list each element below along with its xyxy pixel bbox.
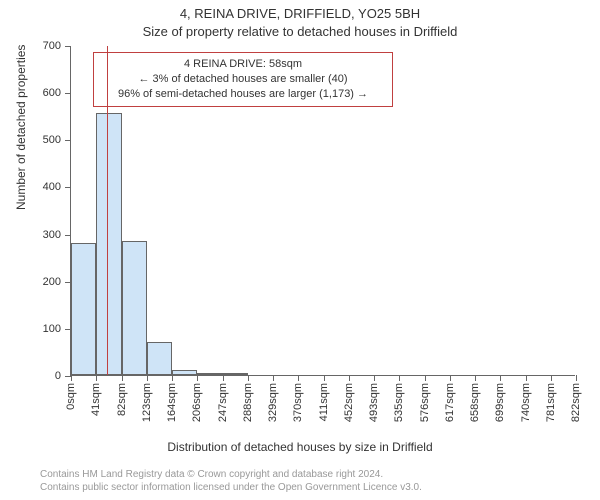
x-tick-label: 411sqm <box>318 383 330 421</box>
x-tick-label: 370sqm <box>292 383 304 422</box>
x-tick-label: 247sqm <box>217 383 229 422</box>
y-axis-label: Number of detached properties <box>14 45 28 210</box>
histogram-bar <box>71 243 96 375</box>
x-tick <box>197 375 198 381</box>
histogram-bar <box>223 373 248 375</box>
y-tick <box>65 187 71 188</box>
x-axis-label: Distribution of detached houses by size … <box>0 440 600 454</box>
x-tick-label: 740sqm <box>520 383 532 422</box>
y-tick-label: 600 <box>43 87 61 99</box>
y-tick-label: 700 <box>43 40 61 52</box>
x-tick-label: 493sqm <box>368 383 380 422</box>
x-tick-label: 822sqm <box>570 383 582 422</box>
x-tick <box>122 375 123 381</box>
x-tick-label: 452sqm <box>343 383 355 422</box>
x-tick <box>96 375 97 381</box>
property-marker-line <box>107 46 108 375</box>
chart-title-main: 4, REINA DRIVE, DRIFFIELD, YO25 5BH <box>0 6 600 21</box>
annotation-line-1: 4 REINA DRIVE: 58sqm <box>102 57 384 72</box>
x-tick-label: 206sqm <box>191 383 203 422</box>
x-tick-label: 288sqm <box>242 383 254 422</box>
chart-footer: Contains HM Land Registry data © Crown c… <box>40 468 422 494</box>
y-tick <box>65 46 71 47</box>
x-tick-label: 781sqm <box>545 383 557 422</box>
x-tick-label: 164sqm <box>166 383 178 422</box>
x-tick-label: 329sqm <box>267 383 279 422</box>
y-tick <box>65 140 71 141</box>
histogram-bar <box>96 113 121 375</box>
x-tick <box>172 375 173 381</box>
y-tick-label: 200 <box>43 276 61 288</box>
y-tick-label: 500 <box>43 134 61 146</box>
x-tick-label: 123sqm <box>141 383 153 422</box>
histogram-bar <box>197 373 222 375</box>
annotation-line-3: 96% of semi-detached houses are larger (… <box>102 87 384 102</box>
x-tick <box>475 375 476 381</box>
x-tick-label: 576sqm <box>419 383 431 422</box>
footer-line-2: Contains public sector information licen… <box>40 481 422 494</box>
y-tick-label: 400 <box>43 181 61 193</box>
x-tick <box>500 375 501 381</box>
x-tick <box>576 375 577 381</box>
x-tick <box>324 375 325 381</box>
y-tick-label: 0 <box>55 370 61 382</box>
x-tick-label: 658sqm <box>469 383 481 422</box>
x-tick <box>349 375 350 381</box>
y-tick <box>65 235 71 236</box>
x-tick-label: 617sqm <box>444 383 456 422</box>
histogram-bar <box>147 342 172 375</box>
x-tick <box>273 375 274 381</box>
chart-title-sub: Size of property relative to detached ho… <box>0 24 600 39</box>
y-tick-label: 300 <box>43 229 61 241</box>
x-tick-label: 82sqm <box>116 383 128 416</box>
y-tick-label: 100 <box>43 323 61 335</box>
x-tick <box>71 375 72 381</box>
x-tick <box>248 375 249 381</box>
x-tick <box>551 375 552 381</box>
histogram-bar <box>122 241 147 375</box>
x-tick-label: 41sqm <box>90 383 102 416</box>
x-tick-label: 0sqm <box>65 383 77 410</box>
footer-line-1: Contains HM Land Registry data © Crown c… <box>40 468 422 481</box>
x-tick <box>374 375 375 381</box>
annotation-line-2: ← 3% of detached houses are smaller (40) <box>102 72 384 87</box>
x-tick <box>399 375 400 381</box>
x-tick-label: 535sqm <box>393 383 405 422</box>
annotation-box: 4 REINA DRIVE: 58sqm ← 3% of detached ho… <box>93 52 393 107</box>
x-tick <box>223 375 224 381</box>
x-tick <box>147 375 148 381</box>
x-tick <box>450 375 451 381</box>
plot-area: 4 REINA DRIVE: 58sqm ← 3% of detached ho… <box>70 46 575 376</box>
histogram-bar <box>172 370 197 375</box>
x-tick <box>425 375 426 381</box>
x-tick <box>526 375 527 381</box>
y-tick <box>65 93 71 94</box>
x-tick <box>298 375 299 381</box>
chart-container: { "title_main": "4, REINA DRIVE, DRIFFIE… <box>0 0 600 500</box>
x-tick-label: 699sqm <box>494 383 506 422</box>
